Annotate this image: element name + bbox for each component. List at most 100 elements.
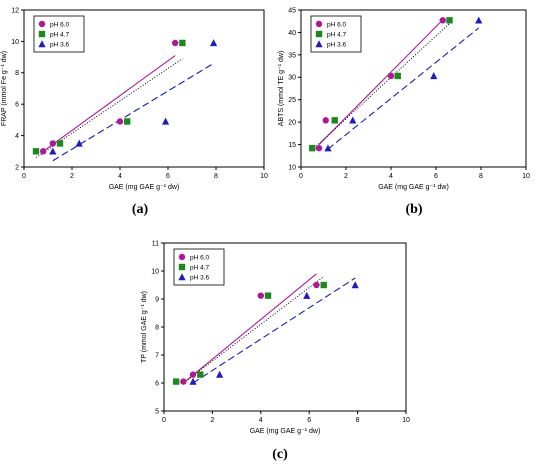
y-tick-label: 9 bbox=[155, 296, 159, 303]
fit-line-ph-6-0 bbox=[42, 55, 176, 152]
y-tick-label: 8 bbox=[15, 70, 19, 77]
data-point-triangle bbox=[475, 16, 483, 24]
data-point-square bbox=[172, 378, 180, 385]
data-point-triangle bbox=[430, 72, 438, 80]
y-tick-label: 7 bbox=[155, 352, 159, 359]
chart-panel-3: 0 2 4 6 8 10 5 6 7 8 9 10 11 GAE (mg GAE g⁻¹ dw) TP (m… bbox=[141, 240, 410, 462]
x-axis-label: GAE (mg GAE g⁻¹ dw) bbox=[378, 184, 449, 191]
data-point-square bbox=[331, 117, 338, 124]
x-tick-label: 4 bbox=[259, 417, 263, 424]
data-point-circle bbox=[257, 292, 264, 299]
data-point-triangle bbox=[210, 39, 218, 47]
y-axis-label: FRAP (mmol Fe g⁻¹ dw) bbox=[1, 51, 8, 126]
y-axis-label: ABTS (mmol TE g⁻¹ dw) bbox=[278, 51, 285, 127]
data-point-circle bbox=[172, 39, 179, 47]
data-point-square bbox=[309, 144, 316, 152]
y-tick-label: 25 bbox=[288, 97, 296, 104]
data-point-square bbox=[264, 292, 272, 299]
y-axis-label: TP (mmol GAE g⁻¹ dw) bbox=[141, 291, 148, 363]
data-point-circle bbox=[49, 140, 56, 147]
x-axis-label: GAE (mg GAE g⁻¹ dw) bbox=[109, 184, 180, 191]
x-tick-label: 2 bbox=[210, 417, 214, 424]
data-point-triangle bbox=[303, 291, 311, 299]
x-tick-label: 10 bbox=[402, 417, 410, 424]
data-point-square bbox=[197, 371, 204, 378]
legend-marker bbox=[178, 263, 186, 271]
data-point-triangle bbox=[49, 147, 57, 155]
x-axis-label: GAE (mg GAE g⁻¹ dw) bbox=[250, 428, 321, 435]
fit-line-ph-4-7 bbox=[311, 23, 450, 151]
data-point-square bbox=[394, 72, 401, 80]
x-tick-label: 6 bbox=[307, 417, 311, 424]
x-tick-label: 0 bbox=[22, 173, 26, 180]
data-point-square bbox=[320, 281, 327, 289]
x-tick-label: 0 bbox=[299, 173, 303, 180]
data-point-triangle bbox=[162, 117, 170, 125]
data-point-circle bbox=[180, 378, 187, 385]
y-tick-label: 8 bbox=[155, 324, 159, 331]
data-point-triangle bbox=[351, 281, 359, 289]
x-tick-label: 8 bbox=[356, 417, 360, 424]
plot-frame bbox=[23, 9, 265, 168]
legend-marker bbox=[315, 30, 323, 38]
x-tick-label: 10 bbox=[522, 173, 530, 180]
y-tick-label: 11 bbox=[152, 240, 159, 247]
legend-marker bbox=[178, 273, 186, 281]
data-point-circle bbox=[116, 118, 124, 125]
data-point-square bbox=[179, 39, 186, 47]
panel-label: (c) bbox=[272, 447, 288, 462]
y-tick-label: 15 bbox=[288, 142, 296, 149]
data-point-circle bbox=[322, 117, 329, 124]
x-tick-label: 6 bbox=[166, 173, 170, 180]
x-tick-label: 6 bbox=[434, 173, 438, 180]
legend-label: pH 6.0 bbox=[190, 254, 210, 261]
y-tick-label: 35 bbox=[288, 52, 296, 59]
fit-line-ph-6-0 bbox=[183, 273, 317, 384]
y-tick-label: 5 bbox=[155, 408, 159, 415]
legend-marker bbox=[38, 30, 46, 38]
chart-panel-2: 0 2 4 6 8 10 10 15 20 25 30 35 40 45 GAE (mg GAE g⁻¹ d… bbox=[278, 7, 530, 217]
y-tick-label: 12 bbox=[11, 7, 19, 14]
y-tick-label: 20 bbox=[288, 120, 296, 127]
data-point-circle bbox=[315, 144, 323, 152]
y-tick-label: 10 bbox=[11, 39, 19, 46]
data-point-triangle bbox=[324, 144, 332, 152]
panel-label: (b) bbox=[405, 202, 422, 217]
legend-label: pH 4.7 bbox=[50, 31, 70, 38]
x-tick-label: 4 bbox=[389, 173, 393, 180]
x-tick-label: 8 bbox=[479, 173, 483, 180]
y-tick-label: 10 bbox=[288, 164, 296, 171]
legend-label: pH 4.7 bbox=[190, 264, 210, 271]
fit-line-ph-4-7 bbox=[183, 276, 325, 384]
legend-marker bbox=[38, 40, 46, 48]
data-point-circle bbox=[189, 371, 197, 378]
legend-marker bbox=[315, 40, 323, 48]
data-point-circle bbox=[439, 17, 446, 24]
panel-label: (a) bbox=[132, 202, 149, 217]
legend-marker bbox=[38, 20, 46, 28]
x-tick-label: 4 bbox=[118, 173, 122, 180]
y-tick-label: 40 bbox=[288, 30, 296, 37]
fit-line-ph-6-0 bbox=[318, 19, 444, 145]
data-point-triangle bbox=[75, 139, 83, 147]
data-point-circle bbox=[387, 72, 395, 80]
legend-label: pH 6.0 bbox=[327, 21, 347, 28]
data-point-triangle bbox=[216, 370, 224, 378]
x-tick-label: 10 bbox=[260, 173, 268, 180]
y-tick-label: 6 bbox=[155, 380, 159, 387]
y-tick-label: 6 bbox=[15, 102, 19, 109]
data-point-square bbox=[32, 148, 40, 155]
legend-label: pH 6.0 bbox=[50, 21, 70, 28]
fit-line-ph-3-6 bbox=[192, 277, 356, 384]
legend-label: pH 4.7 bbox=[327, 31, 347, 38]
x-tick-label: 2 bbox=[70, 173, 74, 180]
data-point-circle bbox=[313, 281, 320, 289]
y-tick-label: 30 bbox=[288, 75, 296, 82]
legend-marker bbox=[178, 253, 186, 261]
data-point-triangle bbox=[349, 116, 357, 124]
x-tick-label: 0 bbox=[162, 417, 166, 424]
data-point-square bbox=[446, 17, 453, 24]
legend-label: pH 3.6 bbox=[327, 41, 347, 48]
